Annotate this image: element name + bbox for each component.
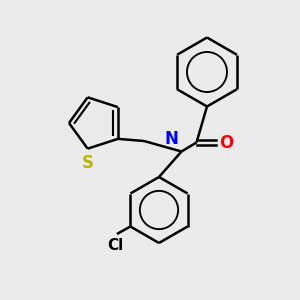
Text: Cl: Cl: [107, 238, 124, 253]
Text: N: N: [165, 130, 178, 148]
Text: O: O: [219, 134, 233, 152]
Text: S: S: [82, 154, 94, 172]
